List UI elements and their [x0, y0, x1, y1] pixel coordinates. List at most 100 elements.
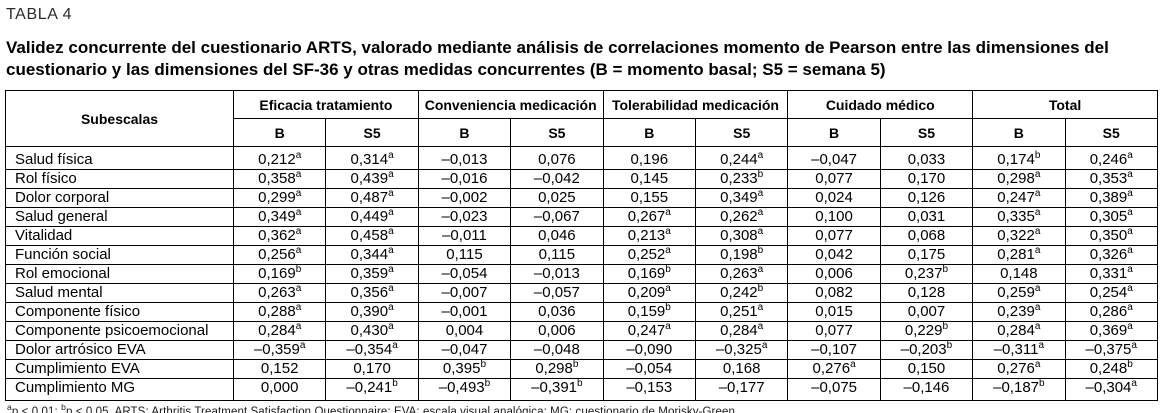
correlation-cell: –0,146	[879, 378, 974, 401]
significance-marker: a	[295, 207, 302, 218]
column-group-header: Conveniencia medicación	[417, 90, 604, 119]
row-label: Dolor artrósico EVA	[5, 340, 234, 360]
correlation-cell: 0,369a	[1064, 321, 1158, 341]
correlation-cell: 0,254a	[1064, 283, 1158, 303]
correlation-cell: 0,213a	[602, 226, 696, 246]
significance-marker: a	[295, 321, 302, 332]
correlation-cell: 0,036	[510, 302, 604, 322]
significance-marker: a	[388, 321, 394, 332]
correlation-cell: 0,006	[787, 264, 881, 284]
correlation-cell: –0,075	[787, 378, 881, 401]
significance-marker: a	[388, 226, 394, 237]
correlation-cell: –0,002	[417, 188, 512, 208]
correlation-cell: –0,241b	[325, 378, 419, 401]
correlation-cell: –0,359a	[232, 340, 327, 360]
correlation-cell: 0,251a	[694, 302, 789, 322]
table-footnote: ap < 0,01; bp < 0,05. ARTS: Arthritis Tr…	[7, 402, 739, 413]
correlation-cell: 0,031	[879, 207, 974, 227]
table-row: Componente psicoemocional 0,284a 0,430a 0,0…	[5, 321, 1158, 341]
correlation-cell: 0,082	[787, 283, 881, 303]
correlation-cell: 0,259a	[972, 283, 1066, 303]
correlation-cell: 0,299a	[232, 188, 327, 208]
correlation-cell: 0,198b	[694, 245, 789, 265]
significance-marker: a	[295, 150, 302, 161]
correlation-cell: 0,128	[879, 283, 974, 303]
correlation-cell: 0,148	[972, 264, 1066, 284]
significance-marker: a	[295, 226, 302, 237]
correlation-cell: 0,263a	[694, 264, 789, 284]
correlation-cell: 0,174b	[972, 146, 1066, 170]
correlation-cell: 0,305a	[1064, 207, 1158, 227]
significance-marker: a	[757, 321, 764, 332]
significance-marker: a	[757, 226, 764, 237]
correlation-cell: 0,298a	[972, 169, 1066, 189]
significance-marker: b	[1039, 378, 1045, 389]
correlation-cell: 0,006	[510, 321, 604, 341]
row-label: Componente psicoemocional	[5, 321, 234, 341]
correlation-cell: 0,196	[602, 146, 696, 170]
correlation-cell: 0,169b	[602, 264, 696, 284]
correlation-cell: 0,247a	[972, 188, 1066, 208]
significance-marker: b	[392, 378, 398, 389]
subcolumn-header: S5	[879, 118, 974, 147]
correlation-cell: –0,057	[510, 283, 604, 303]
correlation-cell: –0,047	[787, 146, 881, 170]
significance-marker: a	[1034, 321, 1041, 332]
significance-marker: a	[388, 150, 394, 161]
correlation-cell: 0,115	[510, 245, 604, 265]
significance-marker: a	[1034, 283, 1041, 294]
correlation-cell: 0,076	[510, 146, 604, 170]
correlation-cell: –0,354a	[325, 340, 419, 360]
correlation-cell: 0,430a	[325, 321, 419, 341]
significance-marker: b	[757, 245, 764, 256]
row-label: Salud mental	[5, 283, 234, 303]
correlation-cell: 0,229b	[879, 321, 974, 341]
significance-marker: b	[942, 321, 949, 332]
significance-marker: a	[1034, 169, 1041, 180]
correlation-cell: 0,145	[602, 169, 696, 189]
subcolumn-header: B	[232, 118, 327, 147]
significance-marker: a	[1034, 188, 1041, 199]
correlation-cell: –0,177	[694, 378, 789, 401]
correlation-cell: 0,077	[787, 321, 881, 341]
significance-marker: a	[850, 359, 856, 370]
significance-marker: a	[392, 340, 398, 351]
correlation-cell: 0,284a	[694, 321, 789, 341]
correlation-cell: 0,159b	[602, 302, 696, 322]
column-group-header: Total	[972, 90, 1158, 119]
significance-marker: a	[757, 302, 764, 313]
correlation-cell: 0,335a	[972, 207, 1066, 227]
footnote-significance-marker: b	[61, 402, 66, 413]
correlation-cell: 0,046	[510, 226, 604, 246]
significance-marker: a	[1127, 264, 1133, 275]
correlation-cell: 0,150	[879, 359, 974, 379]
significance-marker: a	[665, 226, 671, 237]
correlation-cell: 0,359a	[325, 264, 419, 284]
significance-marker: a	[1034, 302, 1041, 313]
table-row: Componente físico 0,288a 0,390a –0,001 0,036…	[5, 302, 1158, 322]
correlation-cell: 0,356a	[325, 283, 419, 303]
correlation-cell: 0,276a	[787, 359, 881, 379]
correlation-cell: 0,362a	[232, 226, 327, 246]
significance-marker: a	[1127, 321, 1133, 332]
correlation-cell: 0,298b	[510, 359, 604, 379]
significance-marker: a	[1034, 226, 1041, 237]
correlation-cell: 0,152	[232, 359, 327, 379]
subcolumn-header: S5	[510, 118, 604, 147]
correlation-cell: 0,155	[602, 188, 696, 208]
subcolumn-header: B	[417, 118, 512, 147]
significance-marker: a	[388, 245, 394, 256]
table-row: Salud general 0,349a 0,449a –0,023 –0,067 0,2…	[5, 207, 1158, 227]
subcolumn-header: B	[972, 118, 1066, 147]
correlation-cell: 0,007	[879, 302, 974, 322]
correlation-cell: –0,304a	[1064, 378, 1158, 401]
correlation-cell: 0,212a	[232, 146, 327, 170]
significance-marker: a	[295, 245, 302, 256]
correlation-cell: –0,007	[417, 283, 512, 303]
correlation-cell: –0,311a	[972, 340, 1066, 360]
significance-marker: b	[577, 378, 583, 389]
correlation-cell: 0,170	[879, 169, 974, 189]
significance-marker: a	[1127, 169, 1133, 180]
significance-marker: a	[295, 302, 302, 313]
